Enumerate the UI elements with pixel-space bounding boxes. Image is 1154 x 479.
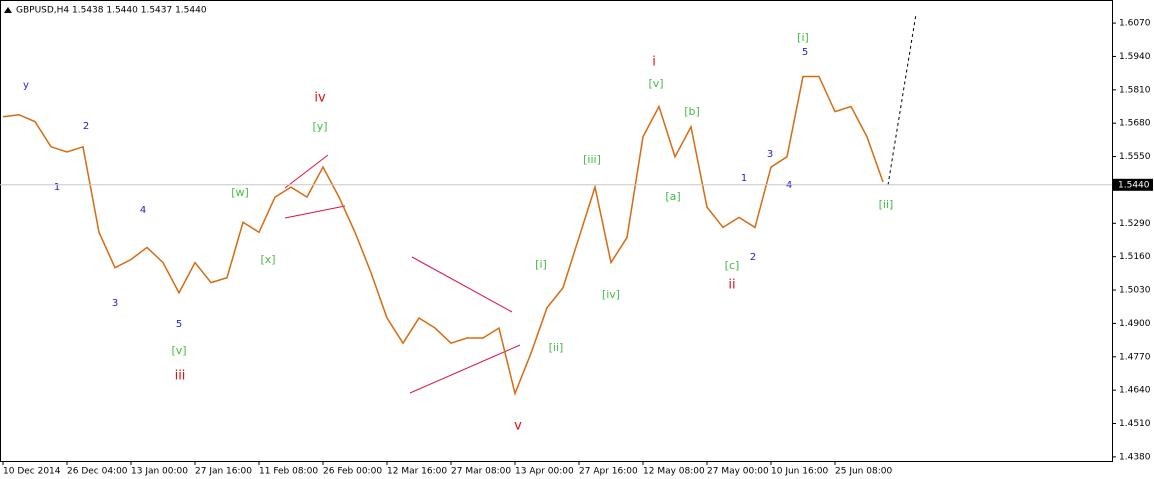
triangle-line: [409, 344, 521, 394]
wave-label: [b]: [684, 105, 700, 118]
projection-line: [887, 13, 917, 186]
y-tick-label: 1.4640: [1119, 386, 1151, 396]
y-tick-label: 1.5810: [1119, 85, 1151, 95]
wave-label: [v]: [648, 77, 663, 90]
x-tick-label: 27 Jan 16:00: [195, 467, 252, 477]
wave-label: [i]: [797, 31, 809, 44]
triangle-line: [284, 154, 329, 189]
wave-label: 1: [54, 182, 60, 193]
x-tick-label: 13 Jan 00:00: [131, 467, 188, 477]
y-tick-label: 1.5290: [1119, 219, 1151, 229]
wave-labels: y 1 2 3 4 5 [v] iii [w] [x] iv [y] v [i]…: [23, 31, 893, 434]
x-tick-label: 27 Mar 08:00: [451, 467, 511, 477]
wave-label: y: [23, 80, 29, 91]
y-tick-label: 1.5550: [1119, 152, 1151, 162]
wave-label: 4: [140, 205, 146, 216]
last-price-box: [1113, 178, 1153, 191]
y-tick-label: 1.4380: [1119, 452, 1151, 462]
y-tick-label: 1.5030: [1119, 286, 1151, 296]
wave-label: 2: [750, 252, 756, 263]
wave-label: 5: [802, 47, 808, 58]
wave-label: 2: [83, 121, 89, 132]
y-tick-label: 1.4770: [1119, 352, 1151, 362]
y-tick-label: 1.4900: [1119, 319, 1151, 329]
wave-label: [y]: [312, 120, 327, 133]
last-price-label: 1.5440: [1118, 180, 1150, 190]
wave-label: [ii]: [549, 341, 564, 354]
wave-label: [iv]: [602, 288, 620, 301]
x-tick-label: 12 Mar 16:00: [387, 467, 447, 477]
x-tick-label: 27 May 00:00: [707, 467, 769, 477]
wave-label: ii: [728, 278, 735, 293]
wave-label: [w]: [231, 186, 249, 199]
wave-label: 3: [112, 298, 118, 309]
triangle-line: [284, 205, 346, 219]
wave-label: [x]: [260, 253, 275, 266]
x-tick-label: 26 Dec 04:00: [67, 467, 128, 477]
wave-label: v: [514, 419, 522, 434]
x-tick-label: 27 Apr 16:00: [579, 467, 638, 477]
x-tick-label: 10 Jun 16:00: [771, 467, 828, 477]
wave-label: [c]: [725, 259, 740, 272]
x-tick-label: 10 Dec 2014: [3, 467, 61, 477]
wave-label: 1: [741, 173, 747, 184]
x-tick-label: 12 May 08:00: [643, 467, 705, 477]
x-tick-label: 26 Feb 00:00: [323, 467, 382, 477]
y-tick-label: 1.5680: [1119, 119, 1151, 129]
y-tick-label: 1.5940: [1119, 52, 1151, 62]
x-tick-label: 25 Jun 08:00: [835, 467, 892, 477]
wave-label: 3: [767, 149, 773, 160]
price-line: [2, 75, 884, 396]
plot-frame: [0, 0, 1113, 462]
x-tick-label: 11 Feb 08:00: [259, 467, 318, 477]
chart-title: GBPUSD,H4 1.5438 1.5440 1.5437 1.5440: [16, 6, 207, 16]
x-tick-label: 13 Apr 00:00: [515, 467, 574, 477]
wave-label: 5: [176, 319, 182, 330]
y-tick-label: 1.5160: [1119, 252, 1151, 262]
wave-label: iv: [314, 91, 326, 106]
wave-label: i: [652, 55, 656, 70]
wave-label: [i]: [535, 258, 547, 271]
wave-label: 4: [786, 180, 792, 191]
wave-label: [v]: [171, 344, 186, 357]
wave-label: [a]: [665, 190, 680, 203]
triangle-line: [411, 256, 513, 313]
title-icon: [4, 7, 12, 13]
trend-lines: [284, 13, 917, 394]
y-tick-label: 1.4510: [1119, 419, 1151, 429]
wave-label: [iii]: [583, 153, 601, 166]
wave-label: [ii]: [879, 198, 894, 211]
y-tick-label: 1.6070: [1119, 19, 1151, 29]
wave-label: iii: [175, 369, 186, 384]
